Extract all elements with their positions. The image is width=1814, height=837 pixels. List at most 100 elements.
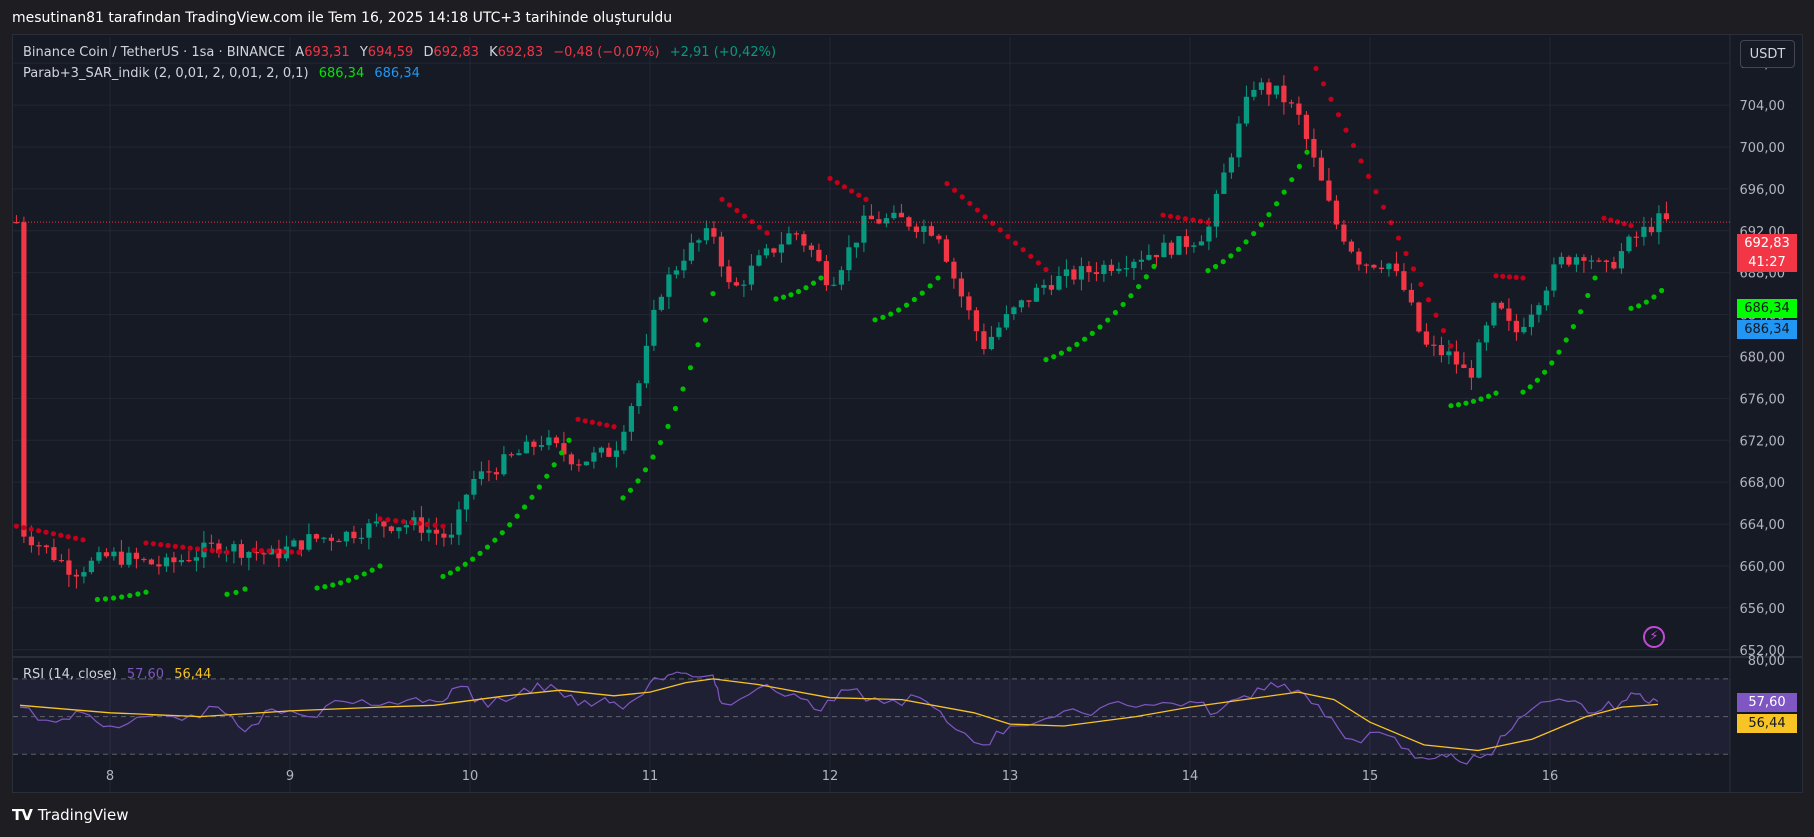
- sar-dot: [726, 202, 733, 208]
- sar-dot: [1388, 220, 1394, 226]
- sar-dot: [1440, 327, 1447, 334]
- candle-body: [1581, 257, 1587, 261]
- candle-body: [486, 471, 492, 473]
- sar-dot: [1395, 235, 1402, 241]
- candle-body: [1423, 331, 1429, 345]
- sar-dot: [217, 548, 223, 555]
- candle-body: [1123, 268, 1129, 270]
- candle-body: [1528, 314, 1534, 327]
- candle-body: [118, 551, 124, 565]
- sar-dot: [1380, 204, 1387, 210]
- candle-body: [1116, 268, 1122, 271]
- time-tick-label: 14: [1182, 769, 1199, 784]
- candle-body: [853, 242, 859, 248]
- sar-dot: [322, 584, 328, 590]
- candle-body: [1341, 224, 1347, 242]
- candle-body: [336, 540, 342, 543]
- candle-body: [81, 572, 87, 577]
- candle-body: [388, 526, 394, 532]
- time-tick-label: 11: [642, 769, 659, 784]
- currency-button[interactable]: USDT: [1740, 40, 1795, 68]
- sar-dot: [810, 280, 817, 286]
- sar-dot: [911, 296, 917, 303]
- sar-dot: [1005, 233, 1011, 240]
- low-value: 692,83: [433, 45, 479, 60]
- candle-body: [1183, 236, 1189, 247]
- rsi-line: [19, 671, 1659, 765]
- sar-dot: [28, 526, 34, 532]
- sar-dot: [1074, 341, 1080, 347]
- sar-dot: [353, 574, 359, 580]
- candle-body: [448, 534, 454, 538]
- candle-body: [178, 560, 184, 563]
- rsi-tick-label: 80,00: [1748, 654, 1785, 669]
- candle-body: [823, 261, 829, 286]
- candle-body: [1228, 157, 1234, 173]
- candle-body: [943, 239, 949, 262]
- price-tick-label: 672,00: [1740, 434, 1786, 449]
- candle-body: [703, 228, 709, 241]
- candle-body: [58, 560, 64, 562]
- candle-body: [591, 452, 597, 462]
- sar-dot: [544, 473, 550, 479]
- sar-dot: [80, 537, 86, 543]
- lightning-icon[interactable]: ⚡: [1643, 626, 1665, 648]
- candle-body: [28, 536, 34, 546]
- sar-dot: [1455, 402, 1462, 408]
- candle-body: [583, 461, 589, 466]
- sar-dot: [1043, 357, 1049, 363]
- candle-body: [1108, 264, 1114, 271]
- sar-dot: [695, 342, 701, 348]
- rsi-pane: [13, 660, 1730, 792]
- indicator-label[interactable]: Parab+3_SAR_indik (2, 0,01, 2, 0,01, 2, …: [23, 66, 309, 81]
- sar-dot: [1273, 201, 1280, 207]
- sar-dot: [233, 589, 239, 596]
- candle-body: [13, 222, 19, 224]
- tradingview-logo[interactable]: TV TradingView: [12, 806, 128, 824]
- candle-body: [936, 235, 942, 240]
- sar-dot: [1320, 81, 1327, 87]
- candle-body: [846, 247, 852, 271]
- candle-body: [1461, 364, 1467, 369]
- sar-dot: [224, 549, 230, 555]
- symbol-label[interactable]: Binance Coin / TetherUS · 1sa · BINANCE: [23, 45, 286, 60]
- sar-dot: [1151, 263, 1157, 269]
- price-tick-label: 700,00: [1740, 141, 1786, 156]
- high-label: Y: [359, 45, 368, 60]
- sar-dot: [1621, 221, 1627, 227]
- sar-dot: [273, 548, 280, 554]
- sar-dot: [1313, 65, 1319, 72]
- sar-dot: [719, 196, 725, 202]
- indicator-legend: Parab+3_SAR_indik (2, 0,01, 2, 0,01, 2, …: [23, 66, 426, 81]
- sar-dot: [1012, 240, 1019, 246]
- last-price-tag: 692,83 41:27: [1737, 234, 1797, 272]
- time-tick-label: 10: [462, 769, 479, 784]
- candle-body: [358, 537, 364, 539]
- price-pane: [13, 37, 1730, 655]
- candle-body: [951, 261, 957, 279]
- sar-dot: [582, 418, 588, 424]
- sar-dot: [997, 227, 1003, 233]
- sar-dot: [849, 188, 855, 194]
- candle-body: [381, 521, 387, 527]
- sar-dot: [1614, 219, 1621, 225]
- candle-body: [666, 274, 672, 297]
- sar-dot: [1089, 330, 1095, 336]
- sar-dot: [1643, 299, 1649, 305]
- candle-body: [1513, 320, 1519, 333]
- time-tick-label: 9: [286, 769, 294, 784]
- time-tick-label: 8: [106, 769, 114, 784]
- candle-body: [778, 244, 784, 253]
- rsi-label[interactable]: RSI (14, close): [23, 667, 117, 682]
- sar-dot: [1373, 189, 1379, 195]
- candle-body: [741, 284, 747, 286]
- sar-dot: [143, 540, 149, 546]
- sar-dot: [499, 530, 505, 536]
- sar-dot: [43, 529, 49, 535]
- rsi-legend: RSI (14, close) 57,60 56,44: [23, 667, 217, 682]
- sar-dot: [1493, 273, 1499, 279]
- sar-dot: [1097, 324, 1103, 330]
- open-value: 693,31: [304, 45, 350, 60]
- candle-body: [516, 453, 522, 456]
